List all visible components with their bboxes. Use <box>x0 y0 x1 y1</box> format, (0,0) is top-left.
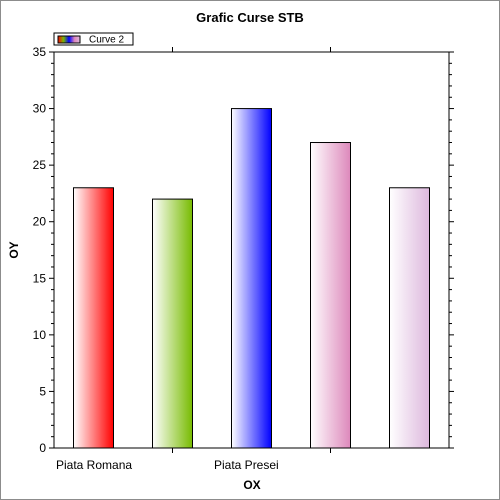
bars <box>73 108 430 449</box>
y-tick-label: 35 <box>33 45 47 59</box>
legend: Curve 2 <box>53 32 134 46</box>
y-tick-label: 0 <box>39 441 46 455</box>
bar <box>310 142 351 449</box>
y-axis-label: OY <box>7 241 21 258</box>
x-axis: Piata Romana Piata Presei <box>56 47 331 472</box>
legend-series-label: Curve 2 <box>89 35 124 46</box>
legend-swatch-rect <box>57 35 81 44</box>
bar <box>152 198 193 449</box>
y-tick-label: 5 <box>39 384 46 398</box>
y-tick-label: 25 <box>33 158 47 172</box>
bar <box>73 187 114 449</box>
y-tick-label: 15 <box>33 271 47 285</box>
x-tick-label: Piata Romana <box>56 458 132 472</box>
chart-title: Grafic Curse STB <box>196 10 304 25</box>
y-axis: 0 5 10 15 20 25 30 35 <box>33 45 454 455</box>
y-tick-label: 20 <box>33 215 47 229</box>
y-tick-label: 30 <box>33 102 47 116</box>
x-tick-label: Piata Presei <box>214 458 279 472</box>
x-axis-label: OX <box>243 478 260 492</box>
bar <box>231 108 272 449</box>
y-tick-label: 10 <box>33 328 47 342</box>
legend-swatch <box>57 35 81 44</box>
bar <box>389 187 430 449</box>
